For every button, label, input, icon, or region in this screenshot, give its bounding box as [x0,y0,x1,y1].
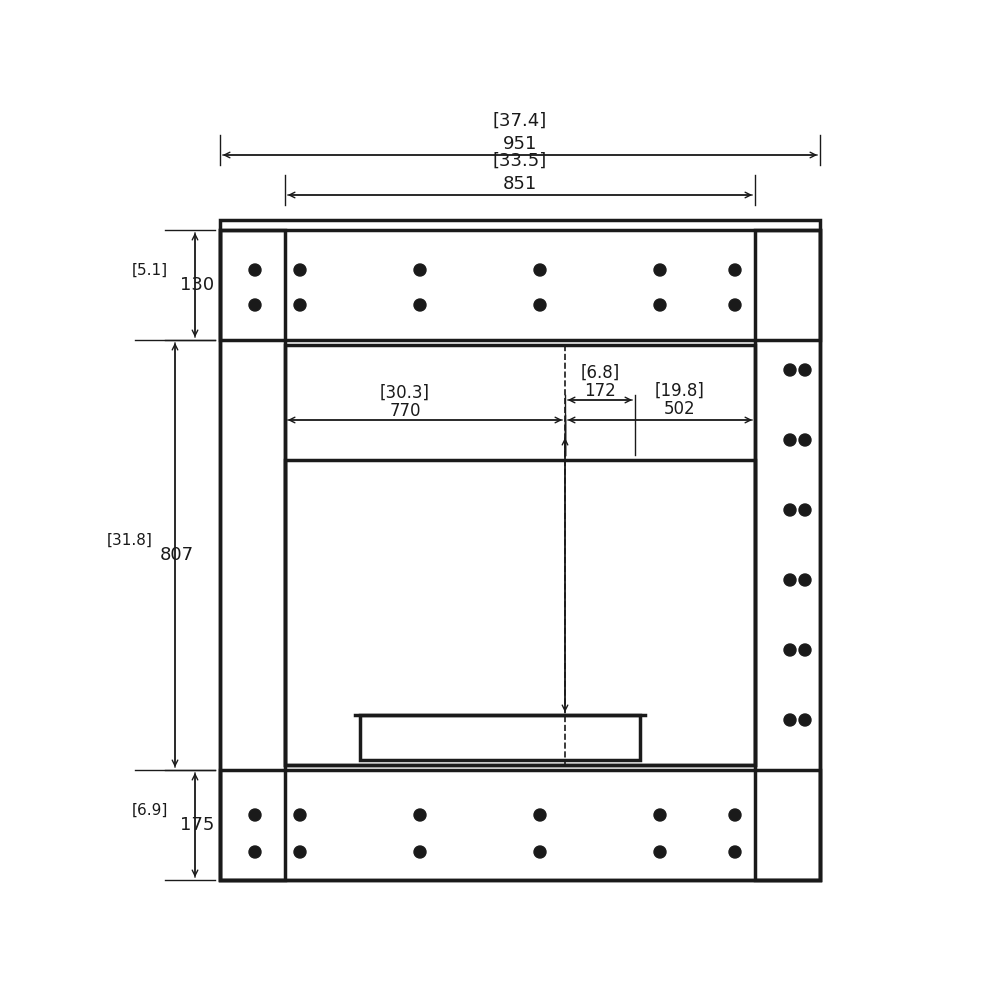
Text: [33.5]: [33.5] [493,152,547,170]
Circle shape [729,846,741,858]
Circle shape [414,846,426,858]
Circle shape [654,264,666,276]
Circle shape [249,299,261,311]
Bar [220,220,820,880]
Circle shape [729,264,741,276]
Circle shape [414,809,426,821]
Text: 807: 807 [160,546,194,564]
Bar [220,770,820,880]
Circle shape [784,714,796,726]
Text: 502: 502 [664,400,696,418]
Circle shape [534,264,546,276]
Circle shape [799,574,811,586]
Circle shape [249,264,261,276]
Circle shape [784,504,796,516]
Text: [31.8]: [31.8] [107,532,153,548]
Bar [285,460,755,765]
Text: 951: 951 [503,135,537,153]
Circle shape [784,364,796,376]
Circle shape [729,809,741,821]
Circle shape [294,264,306,276]
Circle shape [784,644,796,656]
Text: [6.8]: [6.8] [580,364,620,382]
Circle shape [729,299,741,311]
Circle shape [784,574,796,586]
Circle shape [534,809,546,821]
Circle shape [249,846,261,858]
Bar [285,345,755,765]
Text: [6.9]: [6.9] [132,802,168,818]
Bar [360,715,640,760]
Circle shape [534,299,546,311]
Circle shape [654,299,666,311]
Bar [755,230,820,880]
Text: [37.4]: [37.4] [493,112,547,130]
Text: 175: 175 [180,816,214,834]
Text: [5.1]: [5.1] [132,262,168,277]
Circle shape [294,846,306,858]
Circle shape [799,434,811,446]
Circle shape [799,714,811,726]
Circle shape [799,504,811,516]
Circle shape [799,644,811,656]
Circle shape [654,846,666,858]
Bar [220,230,820,340]
Circle shape [414,299,426,311]
Bar [220,230,285,880]
Text: [30.3]: [30.3] [380,384,430,402]
Circle shape [799,364,811,376]
Circle shape [294,299,306,311]
Circle shape [414,264,426,276]
Circle shape [534,846,546,858]
Circle shape [784,434,796,446]
Text: [19.8]: [19.8] [655,382,705,400]
Text: 172: 172 [584,382,616,400]
Circle shape [294,809,306,821]
Circle shape [249,809,261,821]
Circle shape [654,809,666,821]
Text: 130: 130 [180,276,214,294]
Text: 770: 770 [389,402,421,420]
Text: 851: 851 [503,175,537,193]
